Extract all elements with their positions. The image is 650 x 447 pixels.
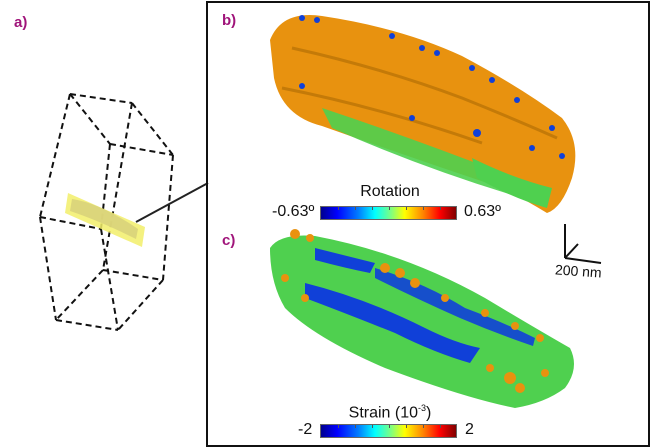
panel-a-label: a) bbox=[14, 14, 28, 31]
strain-title-end: ) bbox=[426, 404, 432, 422]
rotation-colorbar-min: -0.63º bbox=[272, 203, 315, 220]
strain-colorbar-max: 2 bbox=[465, 421, 474, 438]
strain-colorbar-title: Strain (10-3) bbox=[340, 403, 440, 422]
highlighted-nanorod bbox=[65, 193, 145, 247]
wireframe-crystal-box bbox=[39, 93, 174, 331]
scale-axes-icon bbox=[564, 224, 602, 264]
rotation-isosurface bbox=[270, 15, 576, 213]
strain-colorbar-min: -2 bbox=[298, 421, 313, 438]
rotation-colorbar-title: Rotation bbox=[360, 183, 420, 200]
rotation-colorbar-max: 0.63º bbox=[464, 203, 501, 220]
panel-c-label: c) bbox=[222, 232, 236, 249]
strain-title-main: Strain (10 bbox=[348, 404, 419, 422]
strain-colorbar bbox=[320, 424, 457, 438]
connector-line bbox=[135, 182, 209, 223]
rotation-colorbar bbox=[320, 206, 457, 220]
panel-b-label: b) bbox=[222, 12, 237, 29]
strain-isosurface bbox=[270, 229, 574, 408]
strain-title-exponent: -3 bbox=[418, 403, 427, 413]
